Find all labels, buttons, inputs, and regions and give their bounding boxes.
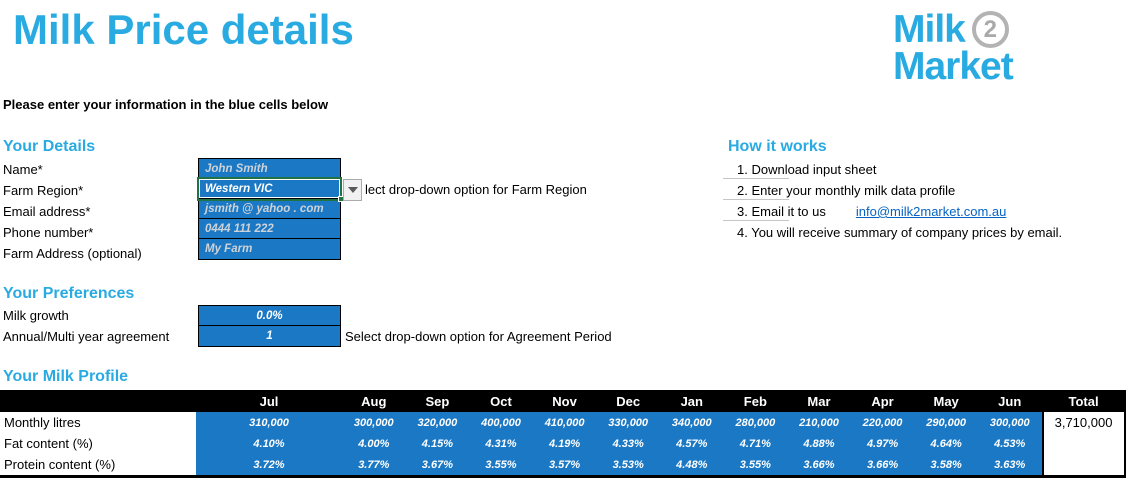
logo-word-milk: Milk	[893, 8, 966, 51]
month-header-sep: Sep	[405, 390, 470, 412]
farm-region-input-cell[interactable]: Western VIC	[199, 179, 344, 202]
email-label: Email address*	[3, 204, 91, 219]
data-cell-jul-row2[interactable]: 4.10%	[196, 433, 342, 454]
data-cell-aug-row2[interactable]: 4.00%	[342, 433, 406, 454]
how-it-works-heading: How it works	[728, 138, 827, 155]
data-cell-mar-row3[interactable]: 3.66%	[787, 454, 851, 475]
milk2market-logo: Milk 2 Market	[893, 8, 1014, 88]
data-cell-apr-row2[interactable]: 4.97%	[850, 433, 915, 454]
data-cell-oct-row1[interactable]: 400,000	[469, 412, 533, 433]
month-header-aug: Aug	[342, 390, 406, 412]
data-cell-aug-row3[interactable]: 3.77%	[342, 454, 406, 475]
data-cell-nov-row1[interactable]: 410,000	[532, 412, 597, 433]
data-cell-dec-row2[interactable]: 4.33%	[596, 433, 660, 454]
data-cell-jul-row1[interactable]: 310,000	[196, 412, 342, 433]
data-cell-feb-row3[interactable]: 3.55%	[723, 454, 788, 475]
details-input-cells: John Smith Western VIC jsmith @ yahoo . …	[198, 158, 344, 260]
month-header-jan: Jan	[659, 390, 724, 412]
data-cell-jun-row1[interactable]: 300,000	[977, 412, 1042, 433]
total-cell-row3	[1041, 454, 1126, 475]
month-header-dec: Dec	[596, 390, 660, 412]
your-preferences-heading: Your Preferences	[3, 285, 135, 302]
chevron-down-icon	[347, 187, 358, 193]
data-cell-oct-row2[interactable]: 4.31%	[469, 433, 533, 454]
row-label-2: Fat content (%)	[0, 433, 196, 454]
data-cell-jan-row3[interactable]: 4.48%	[659, 454, 724, 475]
farm-region-value: Western VIC	[205, 183, 273, 195]
data-cell-nov-row2[interactable]: 4.19%	[532, 433, 597, 454]
how-it-works-step-3-text: 3. Email it to us	[737, 204, 826, 219]
data-cell-nov-row3[interactable]: 3.57%	[532, 454, 597, 475]
month-header-oct: Oct	[469, 390, 533, 412]
data-cell-mar-row2[interactable]: 4.88%	[787, 433, 851, 454]
data-cell-apr-row1[interactable]: 220,000	[850, 412, 915, 433]
milk-growth-input-cell[interactable]: 0.0%	[199, 306, 340, 326]
preferences-input-cells: 0.0% 1	[198, 305, 341, 347]
page-title: Milk Price details	[13, 6, 354, 53]
data-cell-may-row2[interactable]: 4.64%	[914, 433, 978, 454]
data-cell-aug-row1[interactable]: 300,000	[342, 412, 406, 433]
milk-growth-label: Milk growth	[3, 308, 69, 323]
data-cell-dec-row3[interactable]: 3.53%	[596, 454, 660, 475]
agreement-label: Annual/Multi year agreement	[3, 329, 170, 344]
name-label: Name*	[3, 162, 43, 177]
month-header-may: May	[914, 390, 978, 412]
data-cell-feb-row2[interactable]: 4.71%	[723, 433, 788, 454]
how-it-works-step-2: 2. Enter your monthly milk data profile	[722, 180, 955, 201]
email-link[interactable]: info@milk2market.com.au	[855, 204, 1007, 219]
month-header-jul: Jul	[196, 390, 342, 412]
farm-region-dropdown-button[interactable]	[343, 179, 362, 201]
month-header-nov: Nov	[532, 390, 597, 412]
how-it-works-step-1: 1. Download input sheet	[722, 159, 876, 180]
logo-badge-2-icon: 2	[971, 11, 1009, 48]
phone-input-cell[interactable]: 0444 111 222	[199, 219, 340, 239]
farm-address-input-cell[interactable]: My Farm	[199, 239, 340, 259]
data-cell-apr-row3[interactable]: 3.66%	[850, 454, 915, 475]
data-cell-may-row3[interactable]: 3.58%	[914, 454, 978, 475]
table-corner-header	[0, 390, 196, 412]
instruction-text: Please enter your information in the blu…	[3, 97, 329, 112]
farm-address-label: Farm Address (optional)	[3, 246, 142, 261]
total-cell-row1: 3,710,000	[1041, 412, 1126, 433]
farm-region-label: Farm Region*	[3, 183, 84, 198]
agreement-input-cell[interactable]: 1	[199, 326, 340, 346]
farm-region-hint: lect drop-down option for Farm Region	[365, 182, 587, 197]
how-it-works-step-4: 4. You will receive summary of company p…	[737, 225, 1063, 240]
month-header-apr: Apr	[850, 390, 915, 412]
total-cell-row2	[1041, 433, 1126, 454]
email-input-cell[interactable]: jsmith @ yahoo . com	[199, 199, 340, 219]
data-cell-mar-row1[interactable]: 210,000	[787, 412, 851, 433]
month-header-feb: Feb	[723, 390, 788, 412]
name-input-cell[interactable]: John Smith	[199, 159, 340, 179]
data-cell-feb-row1[interactable]: 280,000	[723, 412, 788, 433]
month-header-mar: Mar	[787, 390, 851, 412]
data-cell-jun-row2[interactable]: 4.53%	[977, 433, 1042, 454]
data-cell-sep-row2[interactable]: 4.15%	[405, 433, 470, 454]
data-cell-sep-row1[interactable]: 320,000	[405, 412, 470, 433]
data-cell-sep-row3[interactable]: 3.67%	[405, 454, 470, 475]
your-milk-profile-heading: Your Milk Profile	[3, 368, 129, 385]
data-cell-jan-row1[interactable]: 340,000	[659, 412, 724, 433]
data-cell-jun-row3[interactable]: 3.63%	[977, 454, 1042, 475]
data-cell-oct-row3[interactable]: 3.55%	[469, 454, 533, 475]
agreement-hint: Select drop-down option for Agreement Pe…	[345, 329, 612, 344]
row-label-3: Protein content (%)	[0, 454, 196, 475]
your-details-heading: Your Details	[3, 138, 96, 155]
how-it-works-step-3: 3. Email it to us info@milk2market.com.au	[722, 201, 1007, 222]
data-cell-may-row1[interactable]: 290,000	[914, 412, 978, 433]
row-label-1: Monthly litres	[0, 412, 196, 433]
phone-label: Phone number*	[3, 225, 94, 240]
logo-word-market: Market	[893, 45, 1014, 88]
month-header-jun: Jun	[977, 390, 1042, 412]
milk-profile-table: Jul Aug Sep Oct Nov Dec Jan Feb Mar Apr May Jun Tota…	[0, 390, 1126, 478]
data-cell-dec-row1[interactable]: 330,000	[596, 412, 660, 433]
total-header: Total	[1041, 390, 1126, 412]
data-cell-jul-row3[interactable]: 3.72%	[196, 454, 342, 475]
data-cell-jan-row2[interactable]: 4.57%	[659, 433, 724, 454]
